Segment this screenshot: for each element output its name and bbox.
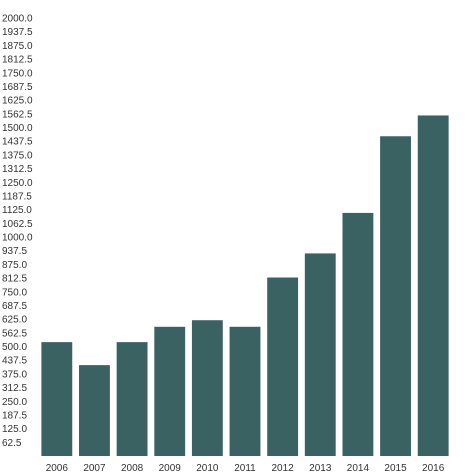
- x-axis: 2006 2007 2008 2009 2010 2011 2012 2013 2014 2015…: [46, 463, 445, 474]
- bar-2009: [154, 326, 186, 456]
- x-tick-label: 2014: [347, 463, 370, 474]
- y-tick-label: 1937.5: [2, 27, 33, 38]
- x-tick-label: 2007: [83, 463, 106, 474]
- y-tick-label: 1187.5: [2, 191, 32, 202]
- y-tick-label: 1625.0: [2, 96, 33, 107]
- y-tick-label: 1375.0: [2, 150, 33, 161]
- y-tick-label: 187.5: [2, 410, 27, 421]
- x-tick-label: 2015: [384, 463, 407, 474]
- x-tick-label: 2008: [121, 463, 144, 474]
- bar-2011: [229, 326, 261, 456]
- x-tick-label: 2011: [234, 463, 256, 474]
- x-tick-label: 2013: [309, 463, 332, 474]
- y-tick-label: 1875.0: [2, 41, 33, 52]
- y-tick-label: 1562.5: [2, 109, 33, 120]
- x-tick-label: 2009: [159, 463, 182, 474]
- y-axis: 62.5 125.0 187.5 250.0 312.5 375.0 437.5 500.0 5…: [2, 14, 33, 449]
- bar-2010: [191, 320, 223, 456]
- y-tick-label: 1812.5: [2, 55, 33, 66]
- y-tick-label: 875.0: [2, 260, 27, 271]
- y-tick-label: 437.5: [2, 356, 27, 367]
- y-tick-label: 937.5: [2, 246, 27, 257]
- y-tick-label: 1437.5: [2, 137, 33, 148]
- bar-2007: [79, 365, 110, 456]
- y-tick-label: 1687.5: [2, 82, 33, 93]
- bar-2012: [267, 277, 299, 456]
- y-tick-label: 562.5: [2, 328, 27, 339]
- x-tick-label: 2006: [46, 463, 69, 474]
- bars-group: [41, 115, 449, 457]
- bar-2006: [41, 342, 73, 456]
- bar-2016: [417, 115, 449, 457]
- y-tick-label: 62.5: [2, 438, 22, 449]
- y-tick-label: 375.0: [2, 369, 27, 380]
- y-tick-label: 125.0: [2, 424, 27, 435]
- y-tick-label: 812.5: [2, 274, 27, 285]
- y-tick-label: 2000.0: [2, 14, 33, 25]
- y-tick-label: 625.0: [2, 315, 27, 326]
- y-tick-label: 312.5: [2, 383, 27, 394]
- y-tick-label: 750.0: [2, 287, 27, 298]
- y-tick-label: 250.0: [2, 397, 27, 408]
- y-tick-label: 1250.0: [2, 178, 33, 189]
- x-tick-label: 2010: [196, 463, 219, 474]
- bar-2008: [116, 342, 148, 456]
- x-tick-label: 2016: [422, 463, 445, 474]
- y-tick-label: 1750.0: [2, 68, 33, 79]
- y-tick-label: 500.0: [2, 342, 27, 353]
- x-tick-label: 2012: [272, 463, 295, 474]
- bar-2015: [380, 136, 411, 456]
- y-tick-label: 1000.0: [2, 233, 33, 244]
- y-tick-label: 1125.0: [2, 205, 32, 216]
- y-tick-label: 1062.5: [2, 219, 33, 230]
- y-tick-label: 1500.0: [2, 123, 33, 134]
- bar-2014: [342, 212, 374, 456]
- y-tick-label: 687.5: [2, 301, 27, 312]
- y-tick-label: 1312.5: [2, 164, 33, 175]
- bar-2013: [304, 253, 336, 456]
